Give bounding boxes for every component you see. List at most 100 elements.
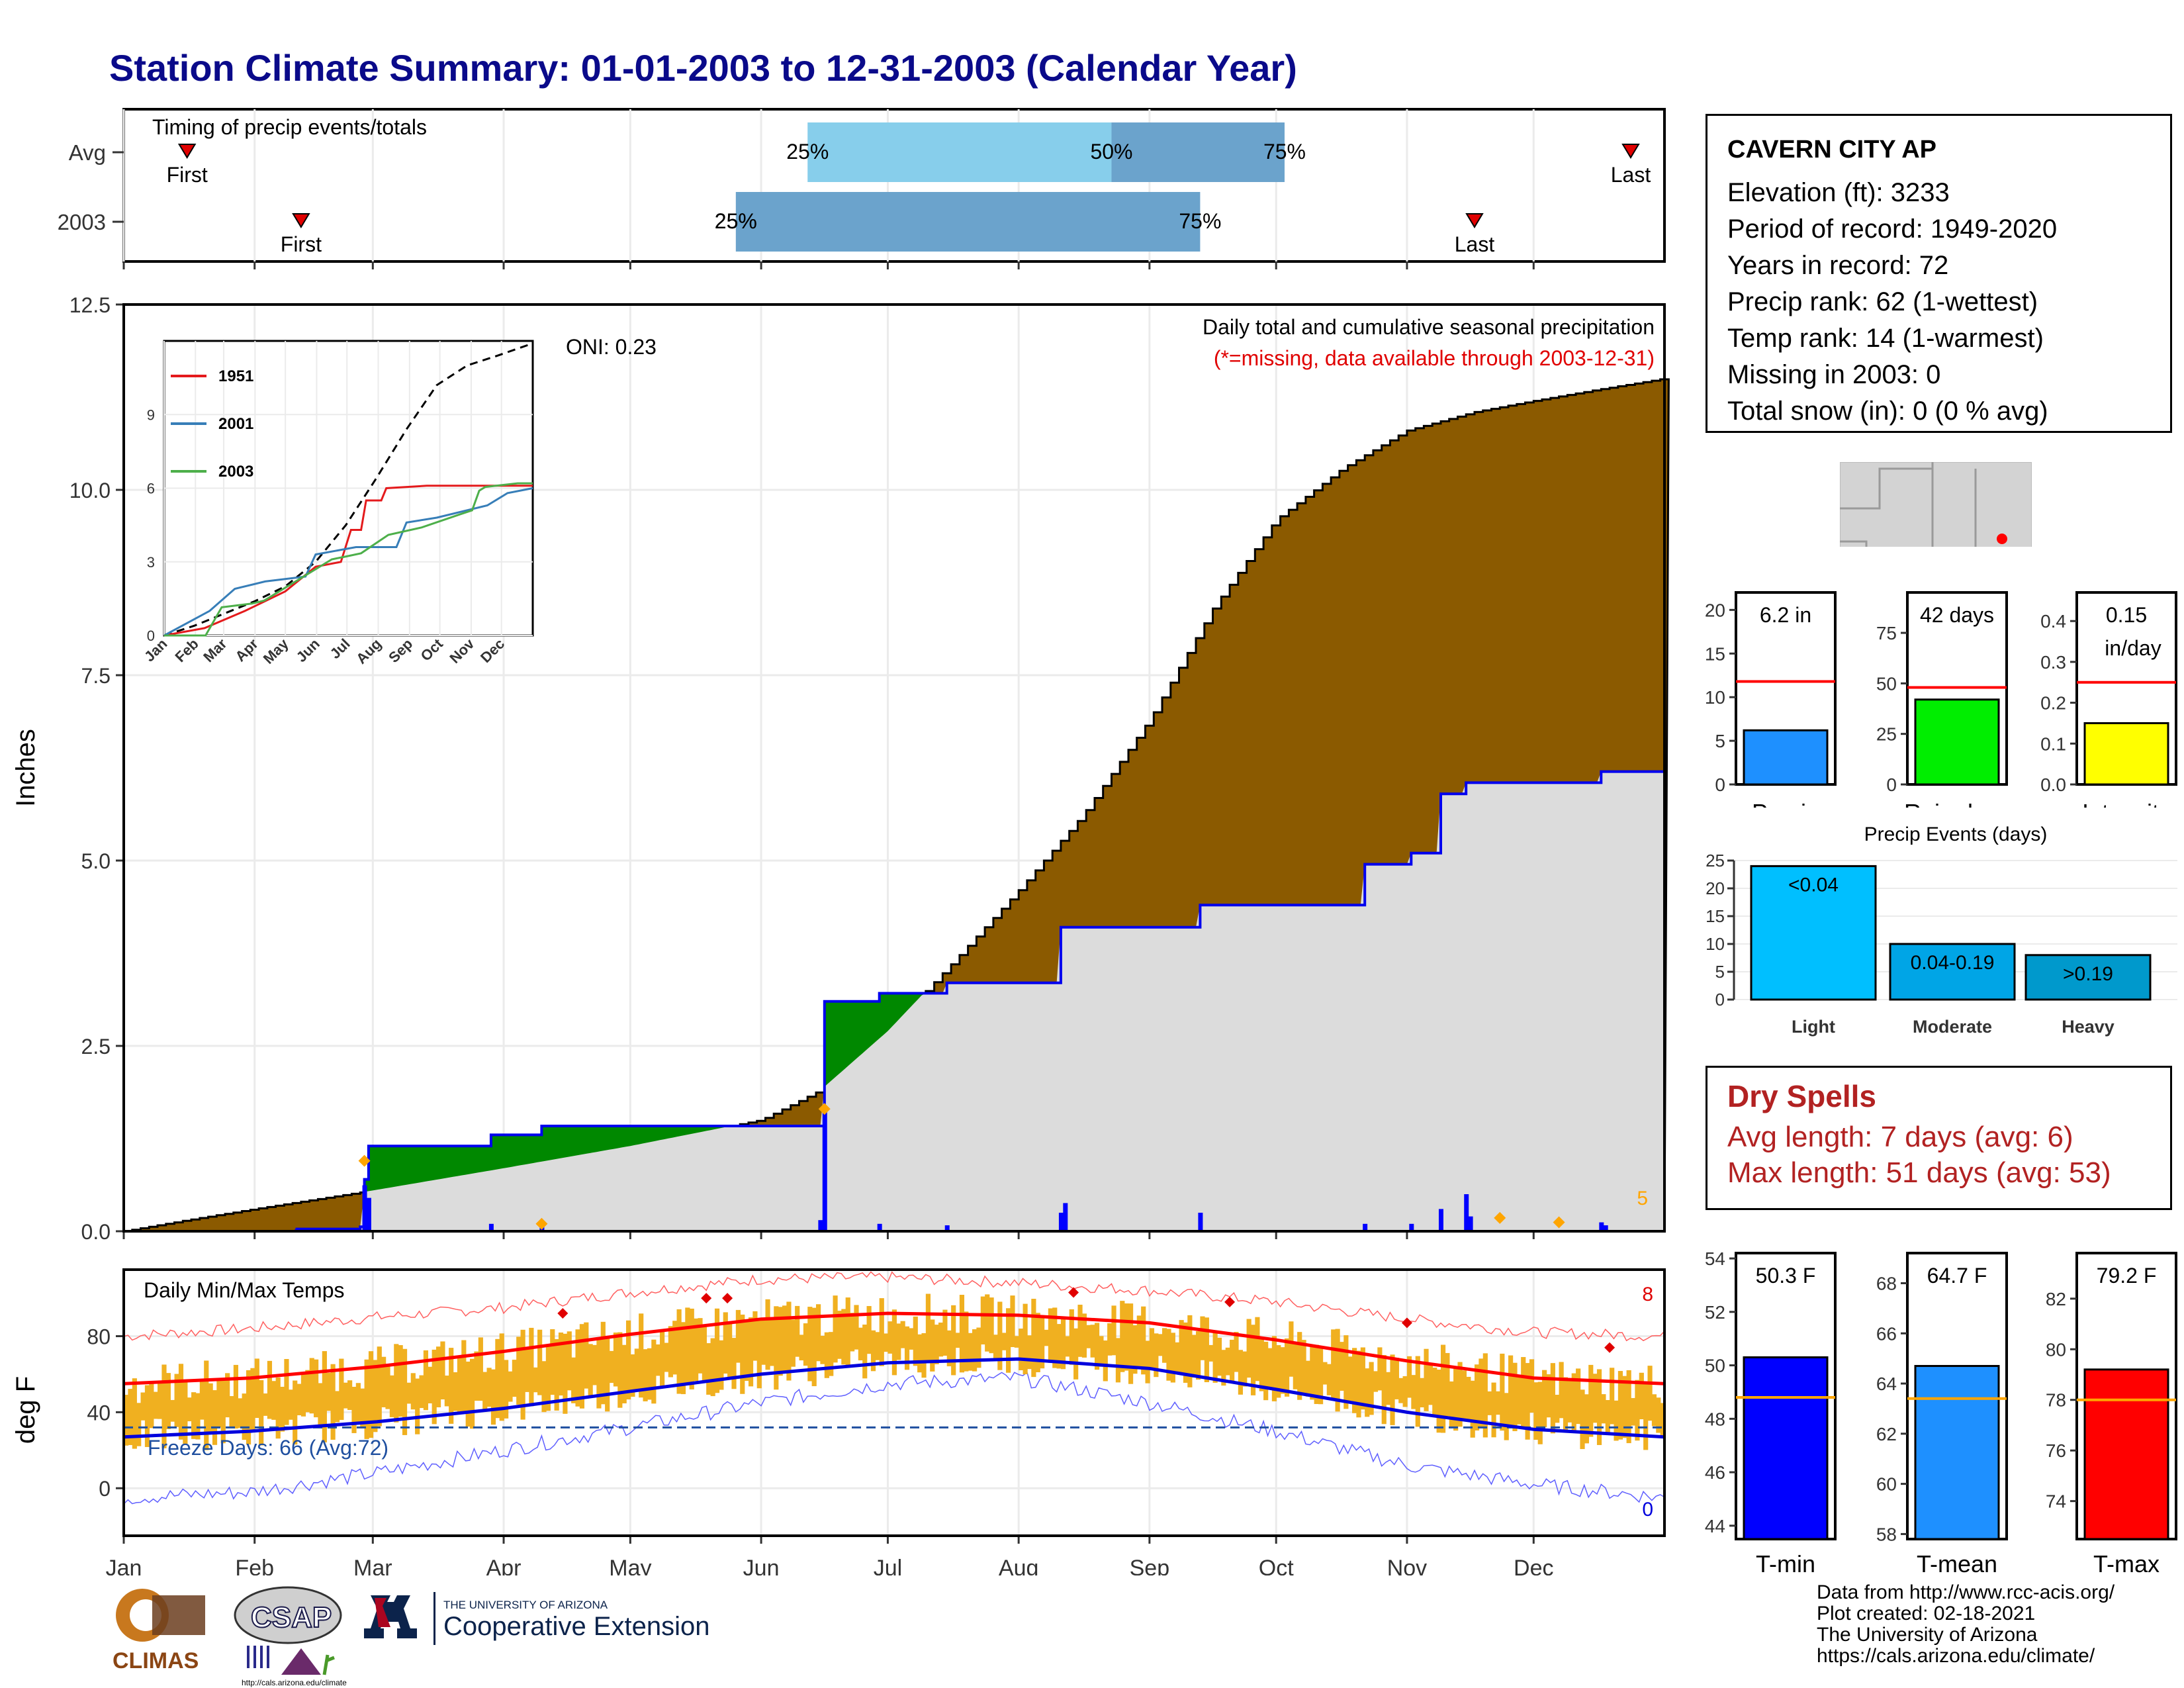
station-info-box: CAVERN CITY AP Elevation (ft): 3233 Peri… bbox=[1706, 114, 2172, 433]
daily-temp-bar bbox=[694, 1318, 699, 1382]
daily-temp-bar bbox=[841, 1309, 846, 1365]
daily-temp-bar bbox=[1331, 1329, 1336, 1401]
daily-temp-bar bbox=[870, 1330, 876, 1372]
daily-temp-bar bbox=[334, 1391, 340, 1423]
daily-temp-bar bbox=[891, 1309, 897, 1376]
daily-temp-bar bbox=[769, 1319, 775, 1366]
daily-temp-bar bbox=[592, 1344, 598, 1385]
daily-temp-bar bbox=[946, 1330, 952, 1366]
station-temp-rank: Temp rank: 14 (1-warmest) bbox=[1727, 324, 2044, 353]
timing-p50: 25% bbox=[715, 209, 757, 233]
daily-temp-bar bbox=[1001, 1333, 1007, 1350]
daily-temp-bar bbox=[1019, 1329, 1024, 1370]
daily-temp-bar bbox=[731, 1338, 737, 1389]
month-label: Feb bbox=[235, 1556, 274, 1575]
month-label: Apr bbox=[486, 1556, 522, 1575]
daily-temp-bar bbox=[1424, 1348, 1429, 1411]
daily-temp-bar bbox=[355, 1383, 361, 1423]
daily-temp-bar bbox=[1402, 1376, 1408, 1407]
daily-temp-bar bbox=[845, 1297, 850, 1366]
daily-temp-bar bbox=[465, 1361, 471, 1427]
daily-temp-bar bbox=[1470, 1380, 1475, 1438]
daily-precip-bar bbox=[1058, 1213, 1064, 1231]
daily-temp-bar bbox=[339, 1358, 344, 1421]
events-category: Heavy bbox=[2062, 1017, 2115, 1037]
daily-temp-bar bbox=[571, 1357, 576, 1403]
events-category: Moderate bbox=[1913, 1017, 1992, 1037]
inset-ytick: 9 bbox=[147, 406, 155, 423]
timing-last-label: Last bbox=[1611, 163, 1651, 187]
daily-temp-bar bbox=[478, 1337, 483, 1401]
daily-temp-bar bbox=[605, 1338, 610, 1412]
daily-temp-bar bbox=[651, 1339, 657, 1404]
precip-legend-title: Daily total and cumulative seasonal prec… bbox=[1203, 315, 1655, 339]
daily-temp-bar bbox=[850, 1313, 855, 1352]
timing-title: Timing of precip events/totals bbox=[152, 115, 427, 139]
daily-temp-bar bbox=[165, 1373, 171, 1429]
extreme-precip-marker bbox=[818, 1103, 831, 1115]
daily-temp-bar bbox=[964, 1311, 969, 1372]
station-missing: Missing in 2003: 0 bbox=[1727, 360, 1941, 389]
daily-temp-bar bbox=[1617, 1371, 1623, 1440]
precip-total-bar bbox=[1743, 729, 1829, 786]
daily-temp-bar bbox=[680, 1322, 686, 1395]
daily-temp-bar bbox=[1533, 1382, 1539, 1440]
daily-temp-bar bbox=[925, 1293, 931, 1362]
daily-temp-bar bbox=[660, 1329, 665, 1387]
daily-temp-bar bbox=[1035, 1313, 1040, 1372]
daily-temp-bar bbox=[149, 1383, 154, 1429]
daily-temp-bar bbox=[748, 1317, 754, 1387]
daily-precip-bar bbox=[1198, 1213, 1203, 1231]
daily-precip-bar bbox=[1468, 1216, 1473, 1231]
daily-temp-bar bbox=[1373, 1371, 1379, 1392]
daily-temp-bar bbox=[837, 1311, 842, 1359]
daily-precip-bar bbox=[488, 1223, 494, 1231]
daily-temp-bar bbox=[917, 1334, 923, 1373]
footer-plot-created: Plot created: 02-18-2021 bbox=[1817, 1603, 2036, 1624]
daily-temp-bar bbox=[1073, 1328, 1079, 1380]
daily-temp-bar bbox=[934, 1325, 939, 1364]
daily-temp-bar bbox=[1647, 1366, 1653, 1421]
precip-total-value-label: 6.2 in bbox=[1760, 603, 1811, 627]
record-min-line bbox=[123, 1371, 1665, 1505]
daily-temp-bar bbox=[191, 1392, 197, 1439]
daily-temp-bar bbox=[1246, 1319, 1251, 1378]
daily-temp-bar bbox=[457, 1355, 463, 1412]
daily-temp-bar bbox=[1099, 1336, 1104, 1367]
daily-temp-bar bbox=[672, 1321, 678, 1375]
daily-temp-bar bbox=[1394, 1358, 1399, 1399]
rain-days-tick-label: 25 bbox=[1876, 724, 1897, 745]
page-title: Station Climate Summary: 01-01-2003 to 1… bbox=[109, 47, 1297, 89]
daily-temp-bar bbox=[833, 1295, 838, 1363]
daily-temp-bar bbox=[508, 1371, 513, 1402]
daily-temp-bar bbox=[1250, 1325, 1256, 1395]
daily-temp-bar bbox=[1234, 1332, 1239, 1372]
daily-temp-bar bbox=[563, 1333, 568, 1414]
daily-temp-bar bbox=[423, 1350, 429, 1411]
precip-ytick-label: 2.5 bbox=[81, 1035, 111, 1058]
daily-temp-bar bbox=[381, 1356, 387, 1407]
daily-temp-bar bbox=[199, 1380, 205, 1420]
daily-temp-bar bbox=[1508, 1355, 1514, 1427]
intensity-tick-label: 0.1 bbox=[2040, 733, 2066, 754]
daily-temp-bar bbox=[1398, 1378, 1404, 1403]
daily-temp-bar bbox=[1048, 1308, 1053, 1363]
daily-temp-bar bbox=[250, 1368, 255, 1432]
daily-temp-bar bbox=[275, 1377, 281, 1439]
daily-precip-bar bbox=[1599, 1222, 1604, 1231]
intensity-value-label: 0.15 bbox=[2106, 603, 2147, 627]
daily-temp-bar bbox=[1107, 1323, 1113, 1356]
daily-temp-bar bbox=[972, 1329, 978, 1372]
daily-temp-bar bbox=[318, 1383, 323, 1426]
daily-temp-bar bbox=[727, 1323, 733, 1378]
rain-days-value-label: 42 days bbox=[1920, 603, 1994, 627]
daily-temp-bar bbox=[541, 1361, 547, 1413]
events-tick-label: 25 bbox=[1706, 851, 1725, 870]
month-label: Dec bbox=[1514, 1556, 1553, 1575]
timing-p75: 75% bbox=[1263, 140, 1306, 164]
daily-temp-bar bbox=[1242, 1351, 1248, 1387]
daily-temp-bar bbox=[300, 1374, 306, 1417]
csap-logo: CSAP http://cals.arizona.edu/climate bbox=[234, 1586, 347, 1687]
daily-temp-bar bbox=[204, 1360, 209, 1450]
